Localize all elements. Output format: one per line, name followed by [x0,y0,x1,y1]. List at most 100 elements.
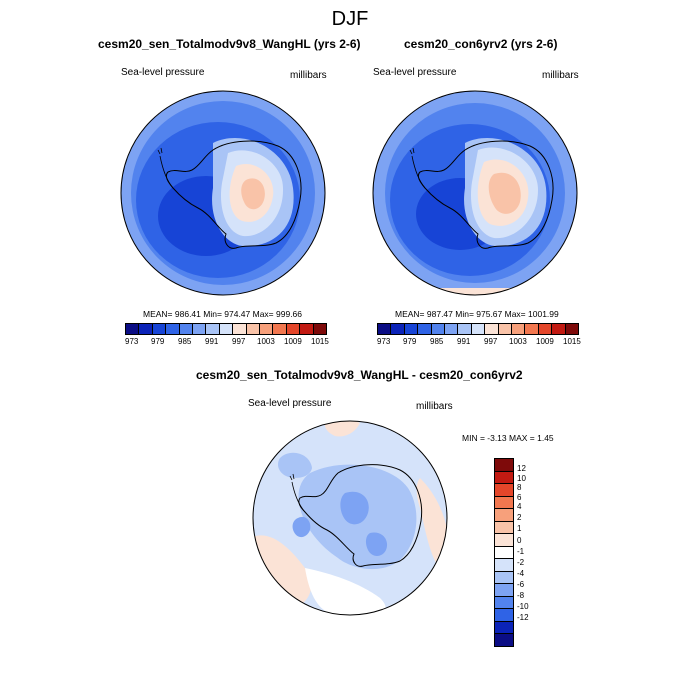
diff-map-border [252,420,448,616]
panel2-colorbar-labels: 973 979 985 991 997 1003 1009 1015 [377,337,587,347]
diff-colorbar-labels: 12 10 8 6 4 2 1 0 -1 -2 -4 -6 -8 -10 -12 [517,464,547,634]
cbar-box [404,324,419,334]
cbar-box [471,324,486,334]
diff-stats: MIN = -3.13 MAX = 1.45 [462,433,554,443]
cbar-box [206,324,220,334]
diff-title: cesm20_sen_Totalmodv9v8_WangHL - cesm20_… [196,368,523,382]
cbar-box [525,324,539,334]
cbar-tick-label: 985 [178,337,192,346]
cbar-tick-label: 991 [457,337,471,346]
cbar-tick-label: 997 [232,337,246,346]
panel2-field-peak [488,172,521,214]
cbar-box [391,324,405,334]
cbar-box [233,324,247,334]
cbar-tick-label: 979 [151,337,165,346]
cbar-box [166,324,180,334]
panel2-map-border [372,90,578,296]
cbar-tick-label: -8 [517,591,525,600]
diff-field-neg-core3 [292,516,311,538]
panel1-polar-map [120,90,326,296]
cbar-box [458,324,472,334]
panel1-map-border [120,90,326,296]
cbar-tick-label: -2 [517,558,525,567]
cbar-tick-label: 973 [377,337,391,346]
panel2-variable-label: Sea-level pressure [373,67,457,78]
cbar-box [139,324,153,334]
diff-polar-map [252,420,448,616]
panel2-stats: MEAN= 987.47 Min= 975.67 Max= 1001.99 [395,309,559,319]
cbar-box [495,621,513,634]
cbar-tick-label: -1 [517,547,525,556]
diff-colorbar [494,458,514,647]
panel1-colorbar [125,323,327,335]
cbar-box [418,324,432,334]
cbar-tick-label: 991 [205,337,219,346]
cbar-tick-label: 985 [430,337,444,346]
cbar-tick-label: 1003 [509,337,527,346]
panel2-title: cesm20_con6yrv2 (yrs 2-6) [404,37,558,51]
cbar-box [498,324,513,334]
cbar-box [152,324,167,334]
panel2-antarctica-coastline [417,140,554,249]
diff-field-white-s [305,568,386,615]
panel2-colorbar [377,323,579,335]
cbar-tick-label: 997 [484,337,498,346]
cbar-tick-label: -10 [517,602,529,611]
cbar-box [495,509,513,522]
cbar-box [431,324,446,334]
cbar-box [495,571,513,584]
diff-antarctica-coastline [298,464,423,567]
cbar-box [246,324,261,334]
cbar-box [445,324,459,334]
cbar-box [495,459,513,472]
cbar-tick-label: -6 [517,580,525,589]
cbar-box [495,546,513,559]
cbar-tick-label: -12 [517,613,529,622]
cbar-box [538,324,553,334]
cbar-tick-label: -4 [517,569,525,578]
panel1-stats: MEAN= 986.41 Min= 974.47 Max= 999.66 [143,309,303,319]
cbar-box [495,484,513,497]
panel1-units-label: millibars [290,70,327,81]
figure-title: DJF [331,8,369,30]
cbar-box [552,324,566,334]
cbar-box [495,534,513,547]
cbar-tick-label: 1003 [257,337,275,346]
cbar-tick-label: 6 [517,492,522,502]
panel1-colorbar-labels: 973 979 985 991 997 1003 1009 1015 [125,337,335,347]
cbar-box [286,324,301,334]
panel2-units-label: millibars [542,70,579,81]
cbar-box [313,324,327,334]
cbar-box [495,521,513,534]
cbar-box [179,324,194,334]
cbar-box [260,324,274,334]
cbar-box [512,324,526,334]
diff-field-pos-n [324,421,360,437]
diff-peninsula [289,473,306,513]
cbar-tick-label: 4 [517,502,522,511]
cbar-box [193,324,207,334]
cbar-tick-label: 1009 [284,337,302,346]
diff-variable-label: Sea-level pressure [248,398,332,409]
cbar-box [495,609,513,622]
panel1-antarctica-coastline [165,140,302,249]
diff-field-neg-core1 [340,491,369,525]
diff-field-neg-core2 [365,532,388,556]
cbar-box [495,559,513,572]
cbar-tick-label: 0 [517,536,522,545]
cbar-box [273,324,287,334]
cbar-tick-label: 1009 [536,337,554,346]
cbar-tick-label: 1 [517,524,522,533]
cbar-box [495,596,513,609]
panel2-field-edge-high [373,288,577,295]
panel1-peninsula [157,147,174,189]
diff-field-neg-left [278,452,312,478]
cbar-box [495,471,513,484]
cbar-tick-label: 1015 [563,337,581,346]
cbar-box [219,324,234,334]
cbar-box [378,324,392,334]
cbar-tick-label: 10 [517,473,526,483]
cbar-box [495,584,513,597]
panel2-polar-map [372,90,578,296]
panel1-title: cesm20_sen_Totalmodv9v8_WangHL (yrs 2-6) [98,37,361,51]
